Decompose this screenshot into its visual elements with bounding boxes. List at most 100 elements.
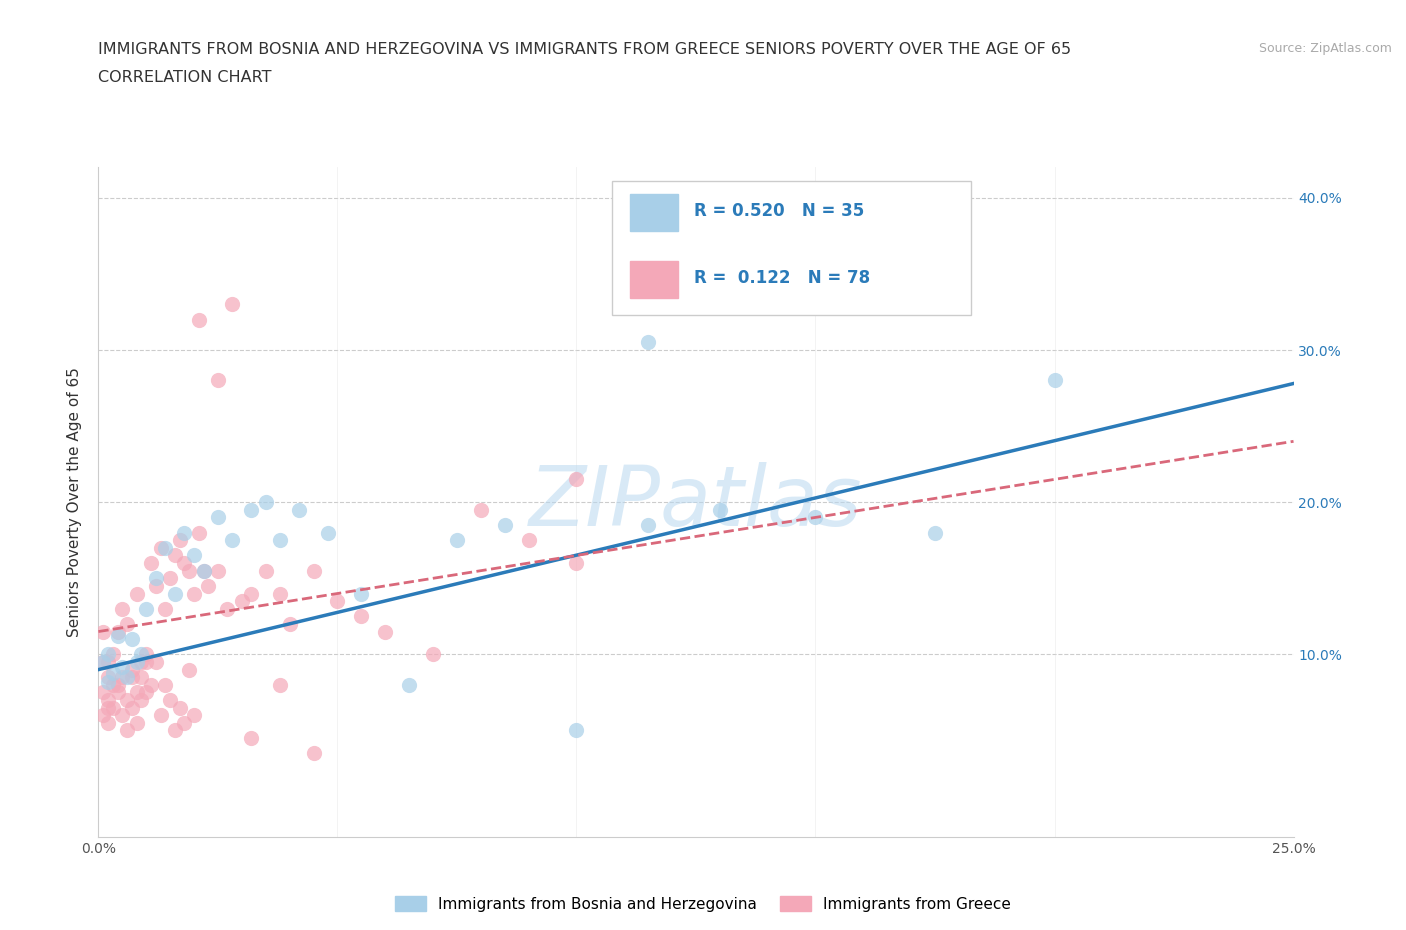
- Point: [278, 617, 301, 631]
- Point: [131, 647, 153, 662]
- Point: [115, 617, 138, 631]
- Point: [637, 518, 659, 533]
- Point: [155, 677, 177, 692]
- Point: [183, 708, 205, 723]
- Point: [193, 564, 215, 578]
- Point: [187, 312, 209, 327]
- Point: [121, 700, 143, 715]
- Point: [1043, 373, 1066, 388]
- Bar: [630, 194, 678, 231]
- Point: [111, 708, 134, 723]
- Point: [221, 297, 243, 312]
- Point: [924, 525, 946, 540]
- Point: [121, 670, 143, 684]
- Point: [254, 495, 277, 510]
- Point: [115, 693, 138, 708]
- Point: [91, 685, 114, 700]
- Point: [97, 674, 120, 689]
- Point: [97, 693, 120, 708]
- Text: Source: ZipAtlas.com: Source: ZipAtlas.com: [1258, 42, 1392, 55]
- Point: [107, 685, 129, 700]
- Point: [163, 723, 186, 737]
- Point: [91, 624, 114, 639]
- Point: [135, 647, 157, 662]
- Point: [107, 624, 129, 639]
- Point: [804, 510, 827, 525]
- Point: [240, 502, 263, 517]
- Text: R = 0.520   N = 35: R = 0.520 N = 35: [693, 202, 863, 219]
- Point: [115, 723, 138, 737]
- Point: [187, 525, 209, 540]
- Point: [125, 586, 148, 601]
- Point: [131, 670, 153, 684]
- Point: [254, 564, 277, 578]
- Point: [302, 746, 325, 761]
- Point: [101, 665, 124, 680]
- Point: [115, 670, 138, 684]
- Point: [709, 502, 731, 517]
- Point: [169, 700, 191, 715]
- Point: [131, 655, 153, 670]
- Point: [121, 662, 143, 677]
- Point: [374, 624, 396, 639]
- Point: [135, 602, 157, 617]
- Point: [97, 715, 120, 730]
- Point: [565, 723, 588, 737]
- Point: [398, 677, 420, 692]
- Point: [125, 655, 148, 670]
- Point: [145, 578, 167, 593]
- Point: [179, 662, 201, 677]
- Point: [269, 677, 291, 692]
- Point: [107, 677, 129, 692]
- Point: [101, 700, 124, 715]
- Point: [111, 670, 134, 684]
- Point: [111, 602, 134, 617]
- Text: IMMIGRANTS FROM BOSNIA AND HERZEGOVINA VS IMMIGRANTS FROM GREECE SENIORS POVERTY: IMMIGRANTS FROM BOSNIA AND HERZEGOVINA V…: [98, 42, 1071, 57]
- Point: [173, 525, 195, 540]
- Point: [135, 655, 157, 670]
- Point: [470, 502, 492, 517]
- Point: [221, 533, 243, 548]
- Bar: [630, 261, 678, 298]
- Point: [131, 693, 153, 708]
- Point: [139, 677, 162, 692]
- Point: [149, 540, 172, 555]
- Point: [107, 629, 129, 644]
- Point: [446, 533, 468, 548]
- Point: [139, 555, 162, 570]
- Legend: Immigrants from Bosnia and Herzegovina, Immigrants from Greece: Immigrants from Bosnia and Herzegovina, …: [389, 889, 1017, 918]
- Point: [91, 655, 114, 670]
- Point: [173, 555, 195, 570]
- Point: [269, 533, 291, 548]
- Point: [269, 586, 291, 601]
- Point: [288, 502, 311, 517]
- Text: R =  0.122   N = 78: R = 0.122 N = 78: [693, 269, 870, 286]
- FancyBboxPatch shape: [613, 180, 970, 314]
- Point: [179, 564, 201, 578]
- Text: ZIPatlas: ZIPatlas: [529, 461, 863, 543]
- Point: [97, 670, 120, 684]
- Text: CORRELATION CHART: CORRELATION CHART: [98, 70, 271, 85]
- Point: [197, 578, 219, 593]
- Point: [350, 586, 373, 601]
- Point: [169, 533, 191, 548]
- Point: [193, 564, 215, 578]
- Point: [135, 685, 157, 700]
- Y-axis label: Seniors Poverty Over the Age of 65: Seniors Poverty Over the Age of 65: [67, 367, 83, 637]
- Point: [125, 715, 148, 730]
- Point: [207, 564, 229, 578]
- Point: [97, 647, 120, 662]
- Point: [121, 631, 143, 646]
- Point: [163, 548, 186, 563]
- Point: [145, 655, 167, 670]
- Point: [97, 655, 120, 670]
- Point: [145, 571, 167, 586]
- Point: [155, 540, 177, 555]
- Point: [240, 731, 263, 746]
- Point: [183, 548, 205, 563]
- Point: [207, 373, 229, 388]
- Point: [91, 655, 114, 670]
- Point: [173, 715, 195, 730]
- Point: [240, 586, 263, 601]
- Point: [101, 677, 124, 692]
